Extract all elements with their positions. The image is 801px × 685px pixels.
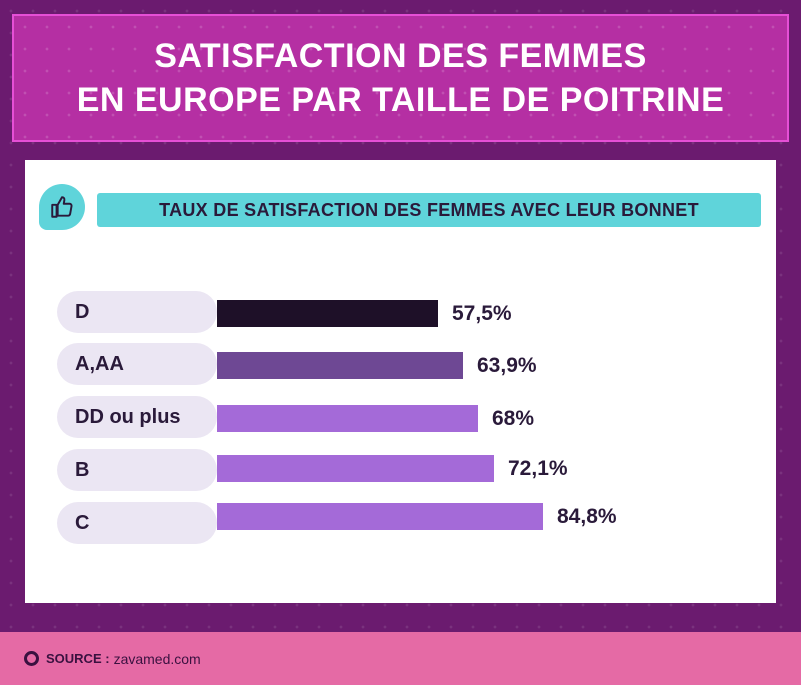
bar-4 [217,503,543,530]
title-line-2: EN EUROPE PAR TAILLE DE POITRINE [76,81,725,119]
category-label-1: A,AA [57,343,217,385]
source-ring-icon [24,651,39,666]
chart-card: TAUX DE SATISFACTION DES FEMMES AVEC LEU… [25,160,776,603]
bar-1 [217,352,463,379]
value-label-3: 72,1% [508,457,568,480]
category-label-0: D [57,291,217,333]
source-label: SOURCE : [46,651,110,666]
title-line-1: SATISFACTION DES FEMMES [154,37,647,75]
value-label-1: 63,9% [477,354,537,377]
value-label-0: 57,5% [452,302,512,325]
category-label-2: DD ou plus [57,396,217,438]
footer: SOURCE : zavamed.com [0,632,801,685]
value-label-2: 68% [492,407,535,430]
value-label-4: 84,8% [557,505,617,528]
category-label-4: C [57,502,217,544]
thumbs-up-icon [39,184,85,230]
bar-0 [217,300,438,327]
source-link[interactable]: zavamed.com [113,650,201,667]
page-title: SATISFACTION DES FEMMES EN EUROPE PAR TA… [31,34,771,122]
chart-subtitle: TAUX DE SATISFACTION DES FEMMES AVEC LEU… [97,193,761,227]
bar-3 [217,455,494,482]
title-banner: SATISFACTION DES FEMMES EN EUROPE PAR TA… [12,14,789,142]
bar-2 [217,405,478,432]
category-label-3: B [57,449,217,491]
